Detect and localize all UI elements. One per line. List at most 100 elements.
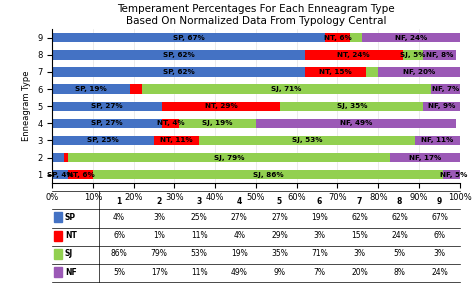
Text: SJ, 53%: SJ, 53% <box>292 137 322 143</box>
Bar <box>325 33 350 42</box>
Text: 3%: 3% <box>434 249 446 258</box>
Text: NF, 5%: NF, 5% <box>440 172 467 178</box>
Bar <box>54 249 62 259</box>
Text: 11%: 11% <box>191 231 208 240</box>
Bar <box>305 67 366 77</box>
Text: NF, 20%: NF, 20% <box>403 69 435 75</box>
Bar <box>431 84 460 94</box>
Bar <box>52 136 154 145</box>
Text: 53%: 53% <box>191 249 208 258</box>
Bar <box>52 84 129 94</box>
Text: 20%: 20% <box>351 268 368 277</box>
Text: NF, 17%: NF, 17% <box>409 155 441 161</box>
Text: SJ, 86%: SJ, 86% <box>253 172 283 178</box>
Text: 24%: 24% <box>431 268 448 277</box>
Text: 71%: 71% <box>311 249 328 258</box>
Bar <box>415 136 460 145</box>
Text: 7%: 7% <box>313 268 326 277</box>
Text: 7: 7 <box>357 196 362 205</box>
Text: SP, 62%: SP, 62% <box>163 52 194 58</box>
Text: 5%: 5% <box>393 249 406 258</box>
Text: 25%: 25% <box>191 213 208 222</box>
Text: 24%: 24% <box>391 231 408 240</box>
Text: 86%: 86% <box>111 249 128 258</box>
Text: SJ, 19%: SJ, 19% <box>202 120 232 126</box>
Title: Temperament Percentages For Each Enneagram Type
Based On Normalized Data From Ty: Temperament Percentages For Each Enneagr… <box>117 4 395 26</box>
Text: 8%: 8% <box>394 268 406 277</box>
Bar <box>162 102 281 111</box>
Text: SJ, 71%: SJ, 71% <box>271 86 302 92</box>
Bar <box>378 67 460 77</box>
Text: NT, 11%: NT, 11% <box>160 137 193 143</box>
Text: NF, 11%: NF, 11% <box>421 137 454 143</box>
Text: SJ: SJ <box>65 249 73 258</box>
Bar <box>52 119 162 128</box>
Text: SJ, 5%: SJ, 5% <box>400 52 426 58</box>
Text: SJ, 35%: SJ, 35% <box>337 103 367 109</box>
Text: 9%: 9% <box>273 268 285 277</box>
Text: NF, 9%: NF, 9% <box>428 103 455 109</box>
Text: NF, 24%: NF, 24% <box>395 35 427 41</box>
Text: SJ, 79%: SJ, 79% <box>214 155 245 161</box>
Bar <box>199 136 415 145</box>
Bar <box>179 119 256 128</box>
Text: NF: NF <box>65 268 76 277</box>
Text: 6%: 6% <box>434 231 446 240</box>
Text: 79%: 79% <box>151 249 168 258</box>
Text: SP, 19%: SP, 19% <box>75 86 107 92</box>
Text: NT, 15%: NT, 15% <box>319 69 352 75</box>
Text: SP, 62%: SP, 62% <box>163 69 194 75</box>
Text: NT, 6%: NT, 6% <box>67 172 94 178</box>
Text: 49%: 49% <box>231 268 248 277</box>
Bar <box>54 267 62 277</box>
Bar <box>52 153 64 162</box>
Text: 3%: 3% <box>313 231 326 240</box>
Bar <box>366 67 378 77</box>
Y-axis label: Enneagram Type: Enneagram Type <box>22 71 31 141</box>
Text: 5%: 5% <box>113 268 125 277</box>
Bar <box>93 170 444 180</box>
Text: NT, 29%: NT, 29% <box>205 103 237 109</box>
Bar <box>52 67 305 77</box>
Bar <box>52 50 305 60</box>
Bar <box>391 153 460 162</box>
Bar <box>52 33 325 42</box>
Bar <box>64 153 68 162</box>
Text: 19%: 19% <box>231 249 248 258</box>
Bar <box>256 119 456 128</box>
Text: NT, 4%: NT, 4% <box>156 120 184 126</box>
Text: SP: SP <box>65 213 76 222</box>
Bar <box>54 231 62 241</box>
Text: NT: NT <box>65 231 77 240</box>
Bar <box>68 153 391 162</box>
Text: SP, 25%: SP, 25% <box>87 137 119 143</box>
Text: 29%: 29% <box>271 231 288 240</box>
Text: SP, 67%: SP, 67% <box>173 35 205 41</box>
Text: 9: 9 <box>437 196 442 205</box>
Text: 3%: 3% <box>354 249 365 258</box>
Bar <box>423 50 456 60</box>
Text: 5: 5 <box>277 196 282 205</box>
Text: NF, 49%: NF, 49% <box>340 120 372 126</box>
Bar <box>162 119 179 128</box>
Text: 4%: 4% <box>233 231 246 240</box>
Bar <box>350 33 362 42</box>
Bar <box>54 212 62 222</box>
Text: 4: 4 <box>237 196 242 205</box>
Text: NT, 24%: NT, 24% <box>337 52 370 58</box>
Text: 2: 2 <box>156 196 162 205</box>
Bar <box>142 84 431 94</box>
Text: 6%: 6% <box>113 231 125 240</box>
Text: NT, 6%: NT, 6% <box>324 35 351 41</box>
Text: SP, 27%: SP, 27% <box>91 120 123 126</box>
Bar <box>305 50 403 60</box>
Text: 17%: 17% <box>151 268 167 277</box>
Text: 3%: 3% <box>153 213 165 222</box>
Bar <box>68 170 93 180</box>
Text: 35%: 35% <box>271 249 288 258</box>
Text: 8: 8 <box>397 196 402 205</box>
Text: 1%: 1% <box>153 231 165 240</box>
Text: 3: 3 <box>197 196 202 205</box>
Bar <box>154 136 199 145</box>
Text: 11%: 11% <box>191 268 208 277</box>
